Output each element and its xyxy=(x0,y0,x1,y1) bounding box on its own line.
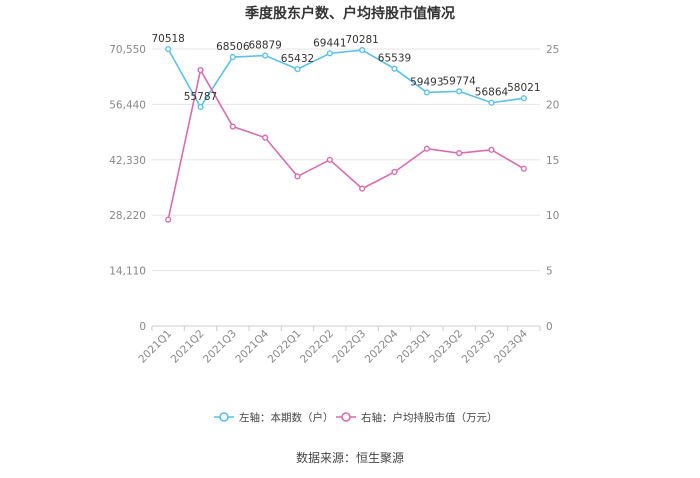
avg-holding-value-point xyxy=(197,66,204,74)
data-label: 68879 xyxy=(248,40,281,52)
left-tick-label: 70,550 xyxy=(109,44,146,56)
left-tick-label: 28,220 xyxy=(109,210,146,222)
shareholders-point xyxy=(294,65,301,73)
source-text: 数据来源：恒生聚源 xyxy=(296,450,404,465)
x-tick-label: 2021Q1 xyxy=(136,328,174,366)
shareholders-point xyxy=(391,65,398,72)
shareholders-point xyxy=(456,88,463,95)
legend-item-avg-holding-value[interactable]: 右轴：户均持股市值（万元） xyxy=(336,411,498,424)
x-tick-label: 2022Q3 xyxy=(330,328,368,366)
data-label: 59493 xyxy=(410,76,443,88)
avg-holding-value-point xyxy=(391,168,398,176)
x-tick-label: 2021Q3 xyxy=(201,328,239,366)
chart-title: 季度股东户数、户均持股市值情况 xyxy=(244,5,455,22)
x-tick-label: 2021Q4 xyxy=(233,327,271,365)
x-tick-label: 2022Q1 xyxy=(266,328,304,366)
legend-marker-icon xyxy=(341,412,351,422)
avg-holding-value-point xyxy=(488,146,495,153)
avg-holding-value-line xyxy=(167,67,525,220)
avg-holding-value-point xyxy=(229,123,236,130)
data-label: 65432 xyxy=(281,53,314,65)
avg-holding-value-point xyxy=(423,145,430,152)
left-tick-label: 42,330 xyxy=(109,155,146,167)
avg-holding-value-point xyxy=(520,165,527,172)
shareholders-point xyxy=(423,89,430,96)
right-tick-label: 25 xyxy=(546,44,559,56)
shareholders-point xyxy=(488,99,495,106)
x-tick-label: 2023Q2 xyxy=(427,328,465,366)
data-label: 70518 xyxy=(151,33,184,45)
right-tick-label: 0 xyxy=(546,321,553,333)
x-tick-label: 2021Q2 xyxy=(169,328,207,366)
data-label: 69441 xyxy=(313,37,346,49)
avg-holding-value-point xyxy=(456,150,463,157)
shareholders-point xyxy=(197,103,204,111)
data-label: 68506 xyxy=(216,41,250,53)
shareholders-point xyxy=(165,46,172,53)
legend-marker-icon xyxy=(219,412,229,422)
avg-holding-value-point xyxy=(359,185,366,192)
legend-item-shareholders[interactable]: 左轴：本期数（户） xyxy=(214,411,334,424)
shareholders-point xyxy=(229,53,236,61)
right-tick-label: 5 xyxy=(546,266,553,278)
right-tick-label: 20 xyxy=(546,99,559,111)
avg-holding-value-point xyxy=(262,134,269,141)
data-label: 56864 xyxy=(475,87,509,99)
avg-holding-value-point xyxy=(165,216,172,223)
series-layer xyxy=(165,46,527,223)
legend-label: 右轴：户均持股市值（万元） xyxy=(361,411,498,424)
right-tick-label: 10 xyxy=(546,210,559,222)
avg-holding-value-point xyxy=(326,156,333,163)
left-tick-label: 56,440 xyxy=(109,99,146,111)
left-tick-label: 14,110 xyxy=(109,266,146,278)
shareholders-point xyxy=(262,52,269,59)
data-label: 65539 xyxy=(378,53,411,65)
data-label: 55787 xyxy=(184,91,217,103)
right-tick-label: 15 xyxy=(546,155,559,167)
shareholders-point xyxy=(359,46,366,54)
data-label: 59774 xyxy=(442,75,476,87)
x-tick-label: 2022Q4 xyxy=(363,327,401,365)
shareholders-point xyxy=(520,95,527,102)
data-label: 58021 xyxy=(507,82,540,94)
legend-label: 左轴：本期数（户） xyxy=(239,411,334,424)
x-tick-label: 2023Q1 xyxy=(395,328,433,366)
x-tick-label: 2023Q3 xyxy=(460,328,498,366)
shareholders-line xyxy=(167,48,524,109)
x-tick-label: 2023Q4 xyxy=(492,327,530,365)
avg-holding-value-point xyxy=(294,173,301,180)
x-tick-label: 2022Q2 xyxy=(298,328,336,366)
legend[interactable]: 左轴：本期数（户） 右轴：户均持股市值（万元） xyxy=(214,411,498,424)
data-label: 70281 xyxy=(345,34,378,46)
left-tick-label: 0 xyxy=(139,321,146,333)
shareholders-point xyxy=(326,50,333,57)
